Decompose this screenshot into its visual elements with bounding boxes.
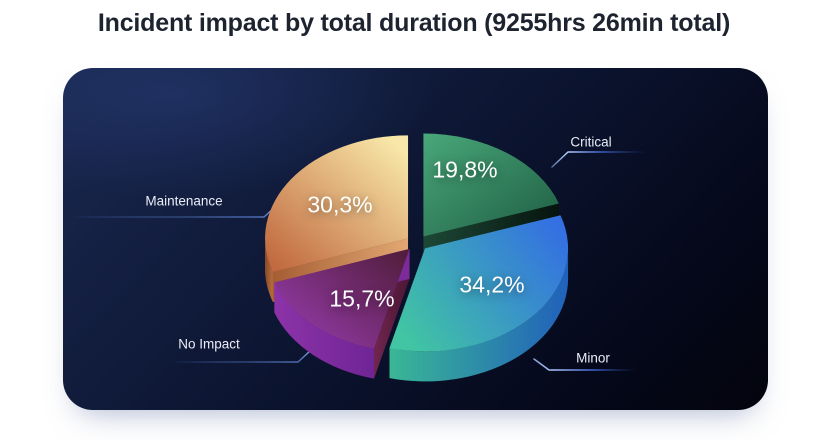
leader-line-minor [533,358,635,371]
pie-chart-svg [68,133,647,382]
pie-slice-minor[interactable] [389,215,569,382]
slice-label-minor: Minor [576,350,610,366]
leader-line-critical [551,151,647,168]
slice-label-no-impact: No Impact [178,336,240,352]
slice-pct-maintenance: 30,3% [307,191,373,218]
slice-pct-critical: 19,8% [432,156,498,183]
slice-label-critical: Critical [570,134,612,150]
slice-pct-minor: 34,2% [459,271,525,298]
leader-line-no-impact [170,350,311,363]
pie-slice-no-impact[interactable] [274,248,410,379]
chart-card: Critical Minor No Impact Maintenance 19,… [63,68,768,410]
slice-label-maintenance: Maintenance [145,193,223,209]
chart-title: Incident impact by total duration (9255h… [97,9,731,37]
slice-pct-no-impact: 15,7% [329,285,395,312]
